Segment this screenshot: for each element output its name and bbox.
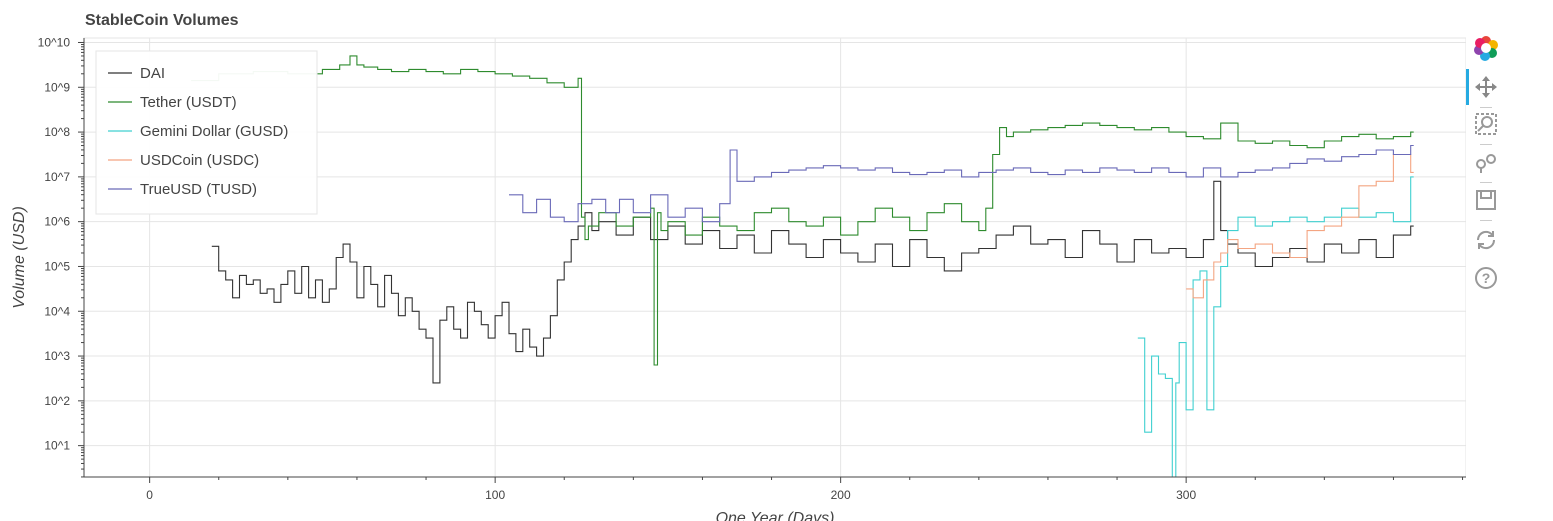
x-tick-label: 100 <box>485 488 505 502</box>
series-line-2 <box>1137 176 1414 477</box>
legend-item-label: USDCoin (USDC) <box>140 152 259 169</box>
x-tick-label: 0 <box>146 488 153 502</box>
wheel-zoom-tool-icon[interactable] <box>1472 148 1500 176</box>
y-axis-title: Volume (USD) <box>11 206 28 309</box>
legend-item-label: DAI <box>140 65 165 82</box>
y-tick-label: 10^3 <box>44 349 70 363</box>
x-tick-label: 300 <box>1176 488 1196 502</box>
help-tool-icon[interactable]: ? <box>1472 264 1500 292</box>
x-tick-label: 200 <box>831 488 851 502</box>
axes: 10^1 10^2 10^3 10^4 10^5 10^6 10^7 10^8 10^9 10^1… <box>38 35 1466 502</box>
y-tick-label: 10^5 <box>44 259 70 273</box>
svg-text:?: ? <box>1482 270 1491 286</box>
series-line-4 <box>509 144 1414 223</box>
series-line-3 <box>1186 153 1414 299</box>
series-layer <box>191 55 1414 477</box>
x-axis-title: One Year (Days) <box>716 510 835 521</box>
y-tick-label: 10^8 <box>44 125 70 139</box>
y-tick-label: 10^9 <box>44 80 70 94</box>
bokeh-logo-icon[interactable] <box>1472 34 1500 62</box>
legend-item-label: Tether (USDT) <box>140 94 237 111</box>
y-tick-label: 10^7 <box>44 170 70 184</box>
series-line-0 <box>211 180 1414 384</box>
y-tick-label: 10^2 <box>44 394 70 408</box>
y-tick-label: 10^10 <box>38 35 71 49</box>
box-zoom-tool-icon[interactable] <box>1472 110 1500 138</box>
y-tick-label: 10^6 <box>44 215 70 229</box>
legend-item-label: TrueUSD (TUSD) <box>140 181 257 198</box>
y-tick-label: 10^4 <box>44 304 70 318</box>
active-tool-indicator <box>1466 69 1469 105</box>
legend-box <box>95 50 318 215</box>
chart-plot-area[interactable]: 10^1 10^2 10^3 10^4 10^5 10^6 10^7 10^8 10^9 10^1… <box>0 0 1466 521</box>
y-tick-label: 10^1 <box>44 439 70 453</box>
legend: DAI Tether (USDT) Gemini Dollar (GUSD) USDC… <box>95 50 318 215</box>
reset-tool-icon[interactable] <box>1472 226 1500 254</box>
save-tool-icon[interactable] <box>1472 186 1500 214</box>
pan-tool-icon[interactable] <box>1472 73 1500 101</box>
series-line-1 <box>191 55 1414 366</box>
chart-title: StableCoin Volumes <box>85 12 239 29</box>
toolbar: ? <box>1466 30 1506 300</box>
legend-item-label: Gemini Dollar (GUSD) <box>140 123 288 140</box>
grid-lines <box>83 37 1466 478</box>
